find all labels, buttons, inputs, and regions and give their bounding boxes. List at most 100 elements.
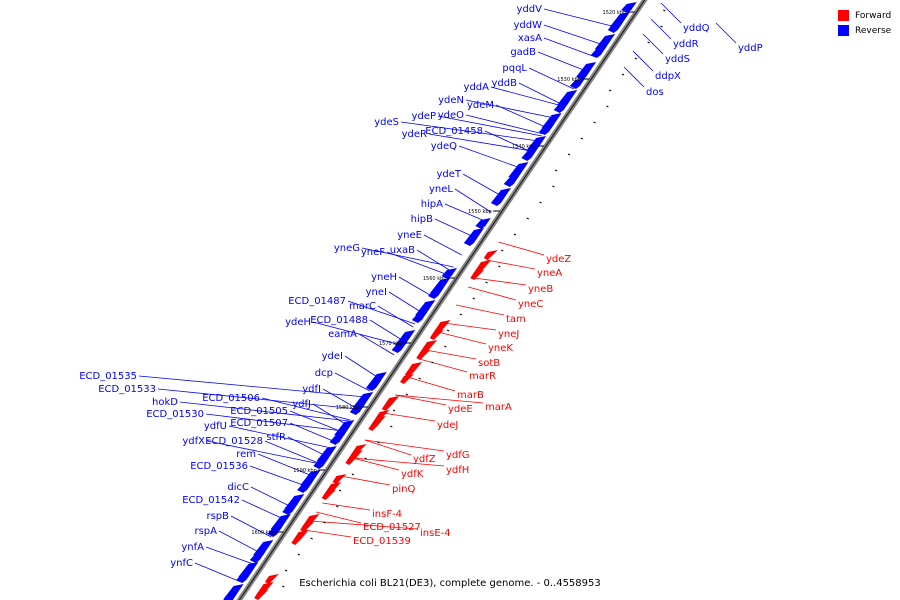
gene-label[interactable]: ydfG: [446, 450, 470, 461]
gene-label[interactable]: hipB: [411, 214, 433, 225]
reverse-gene-feature[interactable]: [313, 458, 329, 469]
gene-label[interactable]: stfR: [266, 432, 286, 443]
gene-label[interactable]: hipA: [421, 199, 443, 210]
reverse-gene-feature[interactable]: [441, 268, 457, 279]
forward-gene-feature[interactable]: [332, 474, 347, 484]
reverse-gene-feature[interactable]: [428, 288, 444, 299]
gene-label[interactable]: yneE: [397, 230, 422, 241]
gene-label[interactable]: marA: [485, 402, 512, 413]
gene-label[interactable]: marR: [469, 371, 496, 382]
gene-label[interactable]: yddQ: [683, 23, 710, 34]
gene-label[interactable]: yddP: [738, 43, 763, 54]
forward-gene-feature[interactable]: [433, 320, 451, 335]
reverse-gene-feature[interactable]: [297, 482, 313, 493]
gene-label[interactable]: ECD_01533: [98, 384, 156, 395]
gene-label[interactable]: marC: [349, 301, 376, 312]
reverse-gene-feature[interactable]: [249, 552, 266, 563]
gene-label[interactable]: ydeI: [322, 351, 343, 362]
gene-label[interactable]: yddR: [673, 39, 699, 50]
gene-label[interactable]: ECD_01488: [310, 315, 368, 326]
gene-label[interactable]: yneB: [528, 284, 553, 295]
forward-gene-feature[interactable]: [473, 260, 492, 275]
reverse-gene-feature[interactable]: [475, 218, 491, 229]
gene-label[interactable]: uxaB: [390, 245, 415, 256]
reverse-gene-feature[interactable]: [508, 162, 529, 180]
forward-gene-feature[interactable]: [404, 362, 423, 377]
gene-label[interactable]: ydeQ: [431, 141, 457, 152]
gene-label[interactable]: yneI: [366, 287, 387, 298]
gene-label[interactable]: yddA: [464, 82, 490, 93]
gene-label[interactable]: ECD_01542: [182, 495, 240, 506]
reverse-gene-feature[interactable]: [365, 380, 382, 391]
gene-label[interactable]: ydfI: [302, 384, 321, 395]
gene-label[interactable]: rem: [236, 449, 256, 460]
forward-gene-feature[interactable]: [429, 330, 444, 340]
reverse-gene-feature[interactable]: [521, 150, 537, 161]
gene-label[interactable]: ydeH: [285, 317, 311, 328]
gene-label[interactable]: hokD: [152, 397, 178, 408]
gene-label[interactable]: ydeS: [374, 117, 399, 128]
gene-label[interactable]: ECD_01487: [288, 296, 346, 307]
gene-label[interactable]: ECD_01505: [230, 406, 288, 417]
gene-label[interactable]: ydeM: [467, 100, 494, 111]
gene-label[interactable]: insF-4: [372, 509, 402, 520]
gene-label[interactable]: ydfZ: [413, 454, 436, 465]
gene-label[interactable]: ynfA: [181, 542, 204, 553]
legend-item-forward[interactable]: Forward: [838, 8, 891, 23]
gene-label[interactable]: yneH: [371, 272, 397, 283]
gene-label[interactable]: ECD_01539: [353, 536, 411, 547]
gene-label[interactable]: ECD_01527: [363, 522, 421, 533]
gene-label[interactable]: yneF: [361, 247, 385, 258]
gene-label[interactable]: marB: [457, 390, 484, 401]
reverse-gene-feature[interactable]: [221, 594, 237, 600]
gene-label[interactable]: yneC: [518, 299, 543, 310]
reverse-gene-feature[interactable]: [236, 572, 252, 583]
forward-gene-feature[interactable]: [368, 416, 386, 431]
reverse-gene-feature[interactable]: [569, 78, 586, 89]
forward-gene-feature[interactable]: [381, 396, 400, 411]
gene-label[interactable]: ydeE: [448, 404, 473, 415]
gene-label[interactable]: yneG: [334, 243, 360, 254]
gene-label[interactable]: yddB: [492, 78, 518, 89]
gene-label[interactable]: yddS: [665, 54, 690, 65]
gene-label[interactable]: eamA: [328, 329, 357, 340]
gene-label[interactable]: ydeZ: [546, 254, 571, 265]
gene-label[interactable]: yneK: [488, 343, 513, 354]
reverse-gene-feature[interactable]: [621, 2, 637, 13]
forward-gene-feature[interactable]: [300, 522, 315, 532]
reverse-gene-feature[interactable]: [575, 62, 597, 80]
forward-gene-feature[interactable]: [321, 490, 336, 500]
gene-label[interactable]: ydfU: [204, 421, 227, 432]
gene-label[interactable]: yddV: [517, 4, 543, 15]
legend-item-reverse[interactable]: Reverse: [838, 23, 891, 38]
forward-gene-feature[interactable]: [416, 350, 431, 360]
gene-label[interactable]: ECD_01528: [205, 436, 263, 447]
gene-label[interactable]: insE-4: [420, 528, 451, 539]
gene-label[interactable]: ECD_01506: [202, 393, 260, 404]
reverse-gene-feature[interactable]: [282, 504, 298, 515]
reverse-gene-feature[interactable]: [503, 176, 520, 187]
gene-label[interactable]: ydeR: [402, 129, 427, 140]
forward-gene-feature[interactable]: [399, 374, 415, 384]
reverse-gene-feature[interactable]: [329, 434, 345, 445]
gene-label[interactable]: pinQ: [392, 484, 415, 495]
reverse-gene-feature[interactable]: [607, 22, 624, 33]
forward-gene-feature[interactable]: [470, 270, 485, 280]
reverse-gene-feature[interactable]: [391, 342, 408, 353]
reverse-gene-feature[interactable]: [334, 420, 355, 438]
gene-label[interactable]: ynfC: [170, 558, 193, 569]
forward-gene-feature[interactable]: [419, 340, 438, 355]
gene-label[interactable]: ydeN: [438, 95, 464, 106]
gene-label[interactable]: rspA: [194, 526, 217, 537]
gene-label[interactable]: ydfJ: [292, 399, 311, 410]
gene-label[interactable]: ydfX: [182, 436, 205, 447]
gene-label[interactable]: ydfK: [401, 469, 424, 480]
reverse-gene-feature[interactable]: [490, 188, 512, 206]
gene-label[interactable]: dcp: [315, 368, 333, 379]
gene-label[interactable]: ECD_01458: [425, 126, 483, 137]
gene-label[interactable]: gadB: [510, 47, 536, 58]
forward-gene-feature[interactable]: [345, 450, 363, 465]
gene-label[interactable]: yneL: [429, 184, 453, 195]
gene-label[interactable]: sotB: [478, 358, 500, 369]
gene-label[interactable]: yddW: [513, 20, 542, 31]
